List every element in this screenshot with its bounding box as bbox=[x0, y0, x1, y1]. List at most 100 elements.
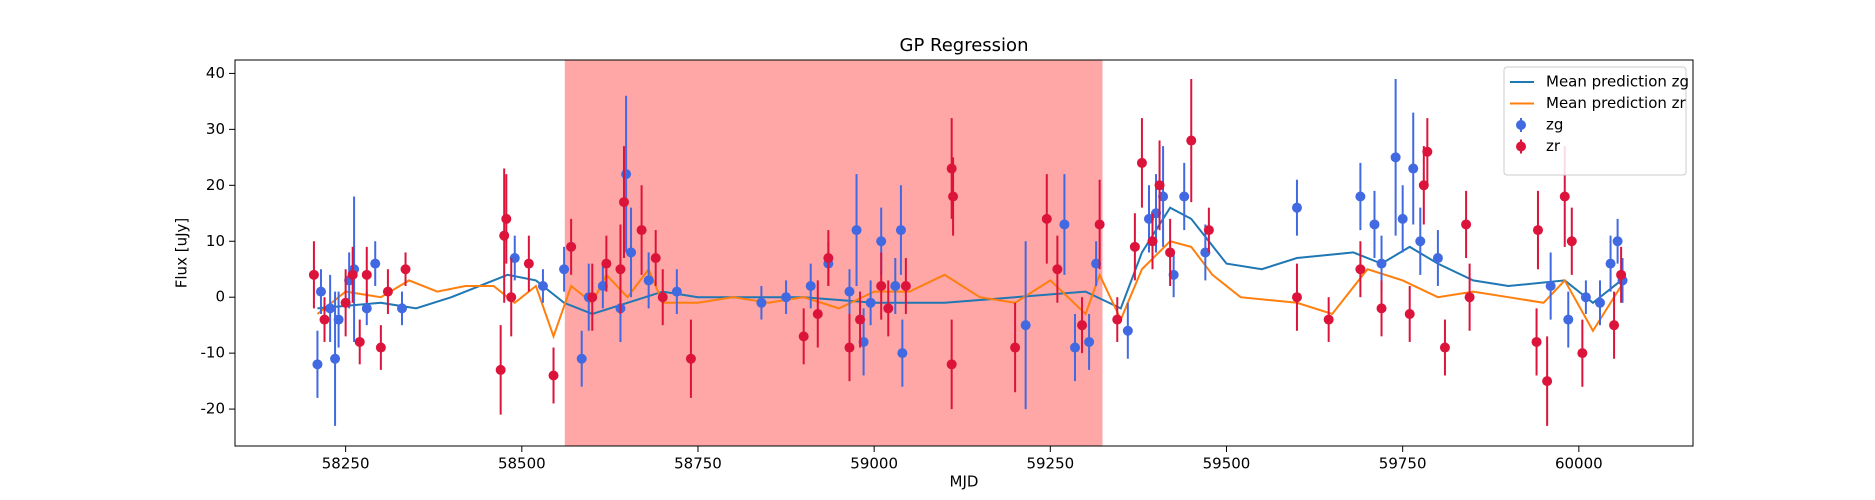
y-tick-label: 30 bbox=[206, 120, 225, 138]
y-tick-label: -20 bbox=[201, 400, 226, 418]
data-point bbox=[1147, 236, 1158, 247]
data-point bbox=[1609, 320, 1620, 331]
data-point bbox=[1464, 292, 1475, 303]
data-point bbox=[1091, 258, 1102, 269]
data-point bbox=[325, 303, 336, 314]
data-point bbox=[506, 292, 517, 303]
data-point bbox=[781, 292, 792, 303]
data-point bbox=[523, 258, 534, 269]
plot-frame bbox=[234, 59, 1694, 447]
data-point bbox=[1143, 213, 1154, 224]
data-point bbox=[1422, 146, 1433, 157]
data-point bbox=[1594, 297, 1605, 308]
data-point bbox=[1397, 213, 1408, 224]
x-axis-label: MJD bbox=[950, 473, 979, 491]
legend-label: zg bbox=[1546, 116, 1563, 134]
data-point bbox=[1566, 236, 1577, 247]
data-point bbox=[499, 230, 510, 241]
data-point bbox=[509, 253, 520, 264]
data-point bbox=[537, 281, 548, 292]
data-point bbox=[643, 275, 654, 286]
y-tick-label: 40 bbox=[206, 64, 225, 82]
data-point bbox=[370, 258, 381, 269]
data-point bbox=[636, 225, 647, 236]
data-point bbox=[685, 353, 696, 364]
data-point bbox=[1580, 292, 1591, 303]
data-point bbox=[1432, 253, 1443, 264]
data-point bbox=[1355, 264, 1366, 275]
data-point bbox=[354, 336, 365, 347]
data-point bbox=[1136, 157, 1147, 168]
data-point bbox=[382, 286, 393, 297]
data-point bbox=[1390, 152, 1401, 163]
data-point bbox=[618, 197, 629, 208]
data-point bbox=[1323, 314, 1334, 325]
data-point bbox=[615, 264, 626, 275]
plot-area bbox=[308, 79, 1628, 426]
data-point bbox=[844, 342, 855, 353]
data-point bbox=[948, 191, 959, 202]
data-point bbox=[858, 336, 869, 347]
data-point bbox=[1418, 180, 1429, 191]
data-point bbox=[890, 281, 901, 292]
x-tick-label: 59750 bbox=[1379, 455, 1427, 473]
y-tick-label: -10 bbox=[201, 344, 226, 362]
data-point bbox=[1112, 314, 1123, 325]
data-point bbox=[1203, 225, 1214, 236]
data-point bbox=[621, 169, 632, 180]
chart-title: GP Regression bbox=[900, 35, 1029, 56]
data-point bbox=[1461, 219, 1472, 230]
data-point bbox=[587, 292, 598, 303]
data-point bbox=[1542, 376, 1553, 387]
data-point bbox=[897, 348, 908, 359]
x-tick-label: 58750 bbox=[674, 455, 722, 473]
data-point bbox=[1605, 258, 1616, 269]
data-point bbox=[1200, 247, 1211, 258]
data-point bbox=[319, 314, 330, 325]
data-point bbox=[1545, 281, 1556, 292]
data-point bbox=[895, 225, 906, 236]
data-point bbox=[1179, 191, 1190, 202]
data-point bbox=[1052, 264, 1063, 275]
legend-swatch bbox=[1516, 141, 1526, 152]
data-point bbox=[1158, 191, 1169, 202]
data-point bbox=[1151, 208, 1162, 219]
data-point bbox=[1041, 213, 1052, 224]
x-tick-label: 59500 bbox=[1203, 455, 1251, 473]
data-point bbox=[1563, 314, 1574, 325]
x-tick-label: 60000 bbox=[1555, 455, 1603, 473]
data-point bbox=[883, 303, 894, 314]
data-point bbox=[851, 225, 862, 236]
data-point bbox=[1069, 342, 1080, 353]
data-point bbox=[495, 364, 506, 375]
y-tick-label: 20 bbox=[206, 176, 225, 194]
data-point bbox=[1077, 320, 1088, 331]
data-point bbox=[657, 292, 668, 303]
data-point bbox=[1612, 236, 1623, 247]
data-point bbox=[330, 353, 341, 364]
data-point bbox=[1376, 303, 1387, 314]
data-point bbox=[805, 281, 816, 292]
data-point bbox=[1559, 191, 1570, 202]
data-point bbox=[400, 264, 411, 275]
data-point bbox=[308, 269, 319, 280]
data-point bbox=[361, 303, 372, 314]
data-point bbox=[865, 297, 876, 308]
legend-label: Mean prediction zg bbox=[1546, 73, 1689, 91]
x-tick-label: 58500 bbox=[498, 455, 546, 473]
data-point bbox=[650, 253, 661, 264]
data-point bbox=[946, 163, 957, 174]
data-point bbox=[1616, 269, 1627, 280]
data-point bbox=[900, 281, 911, 292]
mean-line bbox=[316, 240, 1622, 340]
data-point bbox=[559, 264, 570, 275]
legend-label: zr bbox=[1546, 137, 1561, 155]
data-point bbox=[1168, 269, 1179, 280]
data-point bbox=[375, 342, 386, 353]
y-axis-label: Flux [uJy] bbox=[173, 218, 191, 288]
legend-label: Mean prediction zr bbox=[1546, 94, 1687, 112]
data-point bbox=[1084, 336, 1095, 347]
data-point bbox=[1577, 348, 1588, 359]
data-point bbox=[333, 314, 344, 325]
